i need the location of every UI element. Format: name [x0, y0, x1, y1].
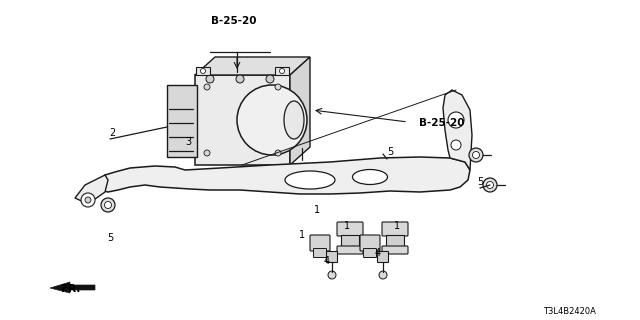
Text: B-25-20: B-25-20 — [419, 118, 465, 128]
Bar — [167, 85, 197, 157]
Circle shape — [472, 151, 479, 158]
Circle shape — [451, 140, 461, 150]
Text: 1: 1 — [299, 230, 305, 240]
Text: 3: 3 — [186, 137, 192, 148]
Text: FR.: FR. — [61, 284, 80, 294]
Polygon shape — [290, 57, 310, 165]
Circle shape — [483, 178, 497, 192]
Circle shape — [204, 150, 210, 156]
Text: B-25-20: B-25-20 — [211, 16, 257, 26]
Circle shape — [448, 112, 464, 128]
FancyBboxPatch shape — [326, 252, 337, 262]
Circle shape — [275, 84, 281, 90]
FancyBboxPatch shape — [382, 246, 408, 254]
Text: 1: 1 — [394, 220, 400, 231]
Circle shape — [204, 84, 210, 90]
FancyBboxPatch shape — [382, 222, 408, 236]
Polygon shape — [443, 90, 472, 170]
Bar — [275, 67, 289, 75]
Polygon shape — [98, 157, 470, 194]
Circle shape — [469, 148, 483, 162]
Circle shape — [266, 75, 274, 83]
Text: 1: 1 — [344, 220, 351, 231]
Polygon shape — [50, 282, 95, 293]
Ellipse shape — [284, 101, 304, 139]
FancyBboxPatch shape — [337, 246, 363, 254]
Text: 4: 4 — [323, 256, 330, 266]
FancyBboxPatch shape — [364, 249, 376, 258]
FancyBboxPatch shape — [310, 235, 330, 251]
Bar — [341, 235, 359, 248]
FancyBboxPatch shape — [378, 252, 388, 262]
Circle shape — [101, 198, 115, 212]
Text: 5: 5 — [108, 233, 114, 244]
FancyBboxPatch shape — [337, 222, 363, 236]
Circle shape — [81, 193, 95, 207]
FancyBboxPatch shape — [360, 235, 380, 251]
Circle shape — [379, 271, 387, 279]
Text: 1: 1 — [314, 204, 320, 215]
Text: T3L4B2420A: T3L4B2420A — [543, 308, 596, 316]
Bar — [196, 67, 210, 75]
Ellipse shape — [285, 171, 335, 189]
Circle shape — [236, 75, 244, 83]
Text: 5: 5 — [387, 147, 394, 157]
Text: 5: 5 — [477, 177, 483, 188]
Circle shape — [275, 150, 281, 156]
Circle shape — [328, 271, 336, 279]
Circle shape — [486, 181, 493, 188]
Bar — [386, 235, 404, 248]
Circle shape — [85, 197, 91, 203]
Circle shape — [104, 202, 111, 209]
Circle shape — [200, 68, 205, 74]
Polygon shape — [195, 57, 310, 75]
Bar — [195, 75, 290, 165]
Circle shape — [237, 85, 307, 155]
FancyBboxPatch shape — [314, 249, 326, 258]
Circle shape — [280, 68, 285, 74]
Circle shape — [206, 75, 214, 83]
Text: 4: 4 — [374, 248, 381, 258]
Polygon shape — [75, 175, 108, 204]
Text: 2: 2 — [109, 128, 115, 138]
Ellipse shape — [353, 170, 387, 185]
